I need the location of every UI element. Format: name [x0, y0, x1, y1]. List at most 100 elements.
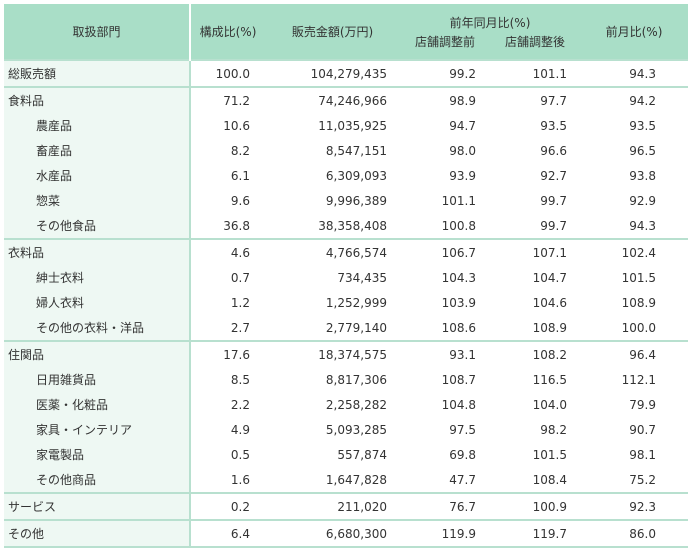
- dept-cell: 畜産品: [4, 138, 191, 163]
- table-row: その他食品 36.8 38,358,408 100.8 99.7 94.3: [4, 213, 688, 239]
- mom-cell: 96.5: [629, 143, 656, 158]
- table-row: 水産品 6.1 6,309,093 93.9 92.7 93.8: [4, 163, 688, 188]
- header-yoy-before: 店舗調整前: [400, 32, 490, 60]
- header-yoy-after: 店舗調整後: [490, 32, 580, 60]
- yoy-after-cell: 99.7: [540, 193, 567, 208]
- mom-cell: 98.1: [629, 447, 656, 462]
- yoy-before-cell: 119.9: [400, 519, 490, 548]
- table-row: 住関品 17.6 18,374,575 93.1 108.2 96.4: [4, 340, 688, 367]
- yoy-before-cell: 97.5: [449, 422, 476, 437]
- sales-cell: 2,779,140: [325, 320, 387, 335]
- yoy-after-cell: 99.7: [540, 218, 567, 233]
- header-yoy: 前年同月比(%): [400, 4, 580, 32]
- dept-cell: その他の衣料・洋品: [4, 315, 191, 341]
- sales-cell: 5,093,285: [325, 422, 387, 437]
- table-row: 日用雑貨品 8.5 8,817,306 108.7 116.5 112.1: [4, 367, 688, 392]
- yoy-after-cell: 104.0: [532, 397, 567, 412]
- mom-cell: 112.1: [621, 372, 656, 387]
- sales-cell: 734,435: [337, 270, 387, 285]
- share-cell: 4.6: [190, 238, 265, 265]
- dept-cell: 衣料品: [4, 238, 191, 265]
- sales-cell: 6,309,093: [325, 168, 387, 183]
- mom-cell: 92.3: [580, 492, 688, 520]
- yoy-before-cell: 93.1: [400, 340, 490, 367]
- table-row: 家電製品 0.5 557,874 69.8 101.5 98.1: [4, 442, 688, 467]
- share-cell: 2.2: [230, 397, 250, 412]
- share-cell: 0.7: [230, 270, 250, 285]
- yoy-before-cell: 106.7: [400, 238, 490, 265]
- mom-cell: 94.3: [580, 59, 688, 87]
- yoy-before-cell: 98.9: [400, 86, 490, 113]
- yoy-before-cell: 94.7: [449, 118, 476, 133]
- sales-cell: 104,279,435: [265, 59, 400, 87]
- share-cell: 8.5: [230, 372, 250, 387]
- mom-cell: 90.7: [629, 422, 656, 437]
- table-row: 衣料品 4.6 4,766,574 106.7 107.1 102.4: [4, 238, 688, 265]
- mom-cell: 101.5: [621, 270, 656, 285]
- yoy-after-cell: 119.7: [490, 519, 580, 548]
- yoy-before-cell: 101.1: [441, 193, 476, 208]
- sales-cell: 8,817,306: [325, 372, 387, 387]
- share-cell: 2.7: [230, 320, 250, 335]
- yoy-before-cell: 98.0: [449, 143, 476, 158]
- share-cell: 1.6: [230, 472, 250, 487]
- dept-cell: 総販売額: [4, 59, 191, 87]
- table-row: 食料品 71.2 74,246,966 98.9 97.7 94.2: [4, 86, 688, 113]
- yoy-before-cell: 93.9: [449, 168, 476, 183]
- sales-cell: 211,020: [265, 492, 400, 520]
- dept-cell: 農産品: [4, 113, 191, 138]
- table-row: 総販売額 100.0 104,279,435 99.2 101.1 94.3: [4, 59, 688, 87]
- yoy-after-cell: 97.7: [490, 86, 580, 113]
- sales-table: 取扱部門 構成比(%) 販売金額(万円) 前年同月比(%) 前月比(%) 店舗調…: [4, 4, 688, 548]
- share-cell: 8.2: [230, 143, 250, 158]
- share-cell: 6.4: [190, 519, 265, 548]
- yoy-after-cell: 104.6: [532, 295, 567, 310]
- mom-cell: 102.4: [580, 238, 688, 265]
- dept-cell: 住関品: [4, 340, 191, 367]
- dept-cell: サービス: [4, 492, 191, 520]
- mom-cell: 108.9: [621, 295, 656, 310]
- table-row: 惣菜 9.6 9,996,389 101.1 99.7 92.9: [4, 188, 688, 213]
- share-cell: 9.6: [230, 193, 250, 208]
- yoy-after-cell: 108.4: [532, 472, 567, 487]
- share-cell: 17.6: [190, 340, 265, 367]
- yoy-before-cell: 108.7: [441, 372, 476, 387]
- mom-cell: 100.0: [621, 320, 656, 335]
- table-row: サービス 0.2 211,020 76.7 100.9 92.3: [4, 492, 688, 520]
- dept-cell: 食料品: [4, 86, 191, 113]
- yoy-after-cell: 92.7: [540, 168, 567, 183]
- dept-cell: 紳士衣料: [4, 265, 191, 290]
- dept-cell: 水産品: [4, 163, 191, 188]
- yoy-after-cell: 101.5: [532, 447, 567, 462]
- dept-cell: 惣菜: [4, 188, 191, 213]
- mom-cell: 94.2: [580, 86, 688, 113]
- dept-cell: その他食品: [4, 213, 191, 239]
- sales-cell: 1,647,828: [325, 472, 387, 487]
- sales-cell: 38,358,408: [318, 218, 387, 233]
- sales-cell: 11,035,925: [318, 118, 387, 133]
- yoy-before-cell: 76.7: [400, 492, 490, 520]
- yoy-before-cell: 100.8: [441, 218, 476, 233]
- table-row: その他の衣料・洋品 2.7 2,779,140 108.6 108.9 100.0: [4, 315, 688, 341]
- yoy-after-cell: 108.2: [490, 340, 580, 367]
- sales-cell: 2,258,282: [325, 397, 387, 412]
- table-row: 紳士衣料 0.7 734,435 104.3 104.7 101.5: [4, 265, 688, 290]
- share-cell: 71.2: [190, 86, 265, 113]
- table-row: 農産品 10.6 11,035,925 94.7 93.5 93.5: [4, 113, 688, 138]
- dept-cell: 家具・インテリア: [4, 417, 191, 442]
- table-row: 婦人衣料 1.2 1,252,999 103.9 104.6 108.9: [4, 290, 688, 315]
- dept-cell: 医薬・化粧品: [4, 392, 191, 417]
- header-dept: 取扱部門: [4, 4, 191, 60]
- header-sales: 販売金額(万円): [265, 4, 400, 60]
- yoy-before-cell: 69.8: [449, 447, 476, 462]
- sales-cell: 9,996,389: [325, 193, 387, 208]
- share-cell: 0.5: [230, 447, 250, 462]
- yoy-before-cell: 103.9: [441, 295, 476, 310]
- yoy-before-cell: 104.8: [441, 397, 476, 412]
- mom-cell: 86.0: [580, 519, 688, 548]
- dept-cell: その他: [4, 519, 191, 548]
- sales-cell: 74,246,966: [265, 86, 400, 113]
- mom-cell: 96.4: [580, 340, 688, 367]
- dept-cell: 婦人衣料: [4, 290, 191, 315]
- yoy-before-cell: 108.6: [441, 320, 476, 335]
